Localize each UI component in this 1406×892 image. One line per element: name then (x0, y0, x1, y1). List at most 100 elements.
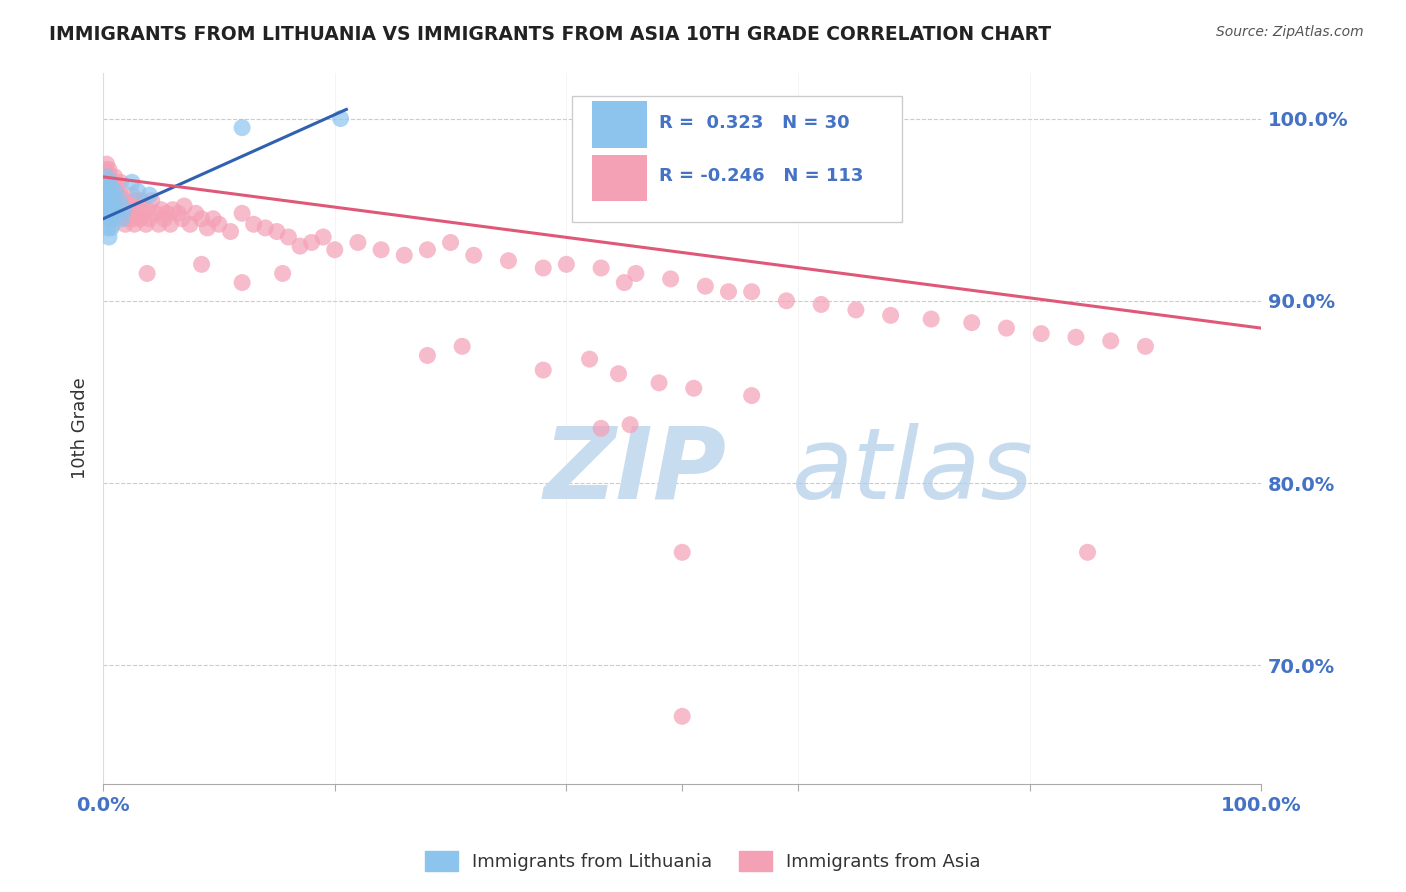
Point (94, 185, 117, 199)
Point (231, 206, 253, 220)
Point (624, 267, 647, 281)
Point (104, 169, 127, 184)
Text: ZIP: ZIP (543, 423, 727, 519)
Point (682, 381, 704, 395)
Point (110, 175, 132, 189)
Point (219, 225, 242, 239)
Point (150, 202, 173, 217)
Point (394, 248, 416, 262)
Point (129, 211, 152, 226)
Point (97, 230, 120, 244)
Point (107, 206, 129, 220)
Point (671, 709, 693, 723)
FancyBboxPatch shape (592, 154, 647, 201)
Point (717, 285, 740, 299)
Text: R =  0.323   N = 30: R = 0.323 N = 30 (659, 114, 849, 132)
Point (141, 194, 163, 208)
Point (111, 199, 134, 213)
Point (114, 217, 136, 231)
Point (131, 194, 153, 208)
Point (98, 181, 121, 195)
Point (195, 220, 218, 235)
Point (301, 235, 323, 250)
Point (173, 199, 195, 213)
Point (121, 188, 143, 202)
Point (179, 217, 201, 231)
Point (112, 202, 135, 217)
Point (97, 188, 120, 202)
Point (97, 188, 120, 202)
Point (613, 276, 636, 290)
Point (94, 169, 117, 184)
Point (111, 206, 134, 220)
Point (416, 243, 439, 257)
Point (170, 211, 193, 226)
Point (94, 202, 117, 217)
Point (190, 257, 212, 271)
Point (208, 217, 231, 231)
Point (107, 188, 129, 202)
Point (775, 293, 797, 308)
Point (143, 206, 166, 220)
Point (845, 302, 868, 317)
Point (995, 321, 1018, 335)
Point (648, 376, 671, 390)
Point (741, 285, 763, 299)
Point (810, 297, 832, 311)
Point (97, 199, 120, 213)
Point (451, 339, 474, 353)
Point (108, 194, 131, 208)
Point (98, 181, 121, 195)
Point (97, 188, 120, 202)
Point (96, 211, 118, 226)
Point (97, 220, 120, 235)
Point (288, 239, 311, 253)
Point (231, 276, 253, 290)
Point (94, 194, 117, 208)
Point (101, 194, 124, 208)
Point (104, 181, 127, 195)
Point (347, 235, 370, 250)
Point (108, 194, 131, 208)
Point (591, 260, 613, 275)
Point (619, 417, 641, 432)
Point (122, 211, 145, 226)
Point (531, 260, 554, 275)
Point (659, 272, 682, 286)
Point (101, 181, 124, 195)
Point (111, 211, 134, 226)
Point (135, 217, 157, 231)
Point (97, 175, 120, 189)
Point (121, 175, 143, 189)
Point (607, 367, 630, 381)
Y-axis label: 10th Grade: 10th Grade (72, 377, 89, 479)
Point (1076, 545, 1098, 559)
Point (156, 206, 179, 220)
Point (105, 206, 128, 220)
Point (1099, 334, 1122, 348)
Point (115, 202, 138, 217)
Point (118, 206, 141, 220)
FancyBboxPatch shape (592, 102, 647, 147)
Point (103, 199, 125, 213)
Point (184, 206, 207, 220)
Point (879, 309, 901, 323)
Point (190, 211, 212, 226)
Point (132, 206, 155, 220)
Point (960, 316, 983, 330)
Point (162, 202, 184, 217)
Point (104, 202, 127, 217)
Point (671, 545, 693, 559)
Point (136, 267, 159, 281)
Point (138, 211, 160, 226)
Point (202, 211, 225, 226)
Point (271, 267, 294, 281)
FancyBboxPatch shape (572, 95, 903, 222)
Point (100, 220, 122, 235)
Point (124, 217, 146, 231)
Point (97, 162, 120, 177)
Point (117, 199, 139, 213)
Point (104, 194, 127, 208)
Point (110, 188, 132, 202)
Point (124, 194, 146, 208)
